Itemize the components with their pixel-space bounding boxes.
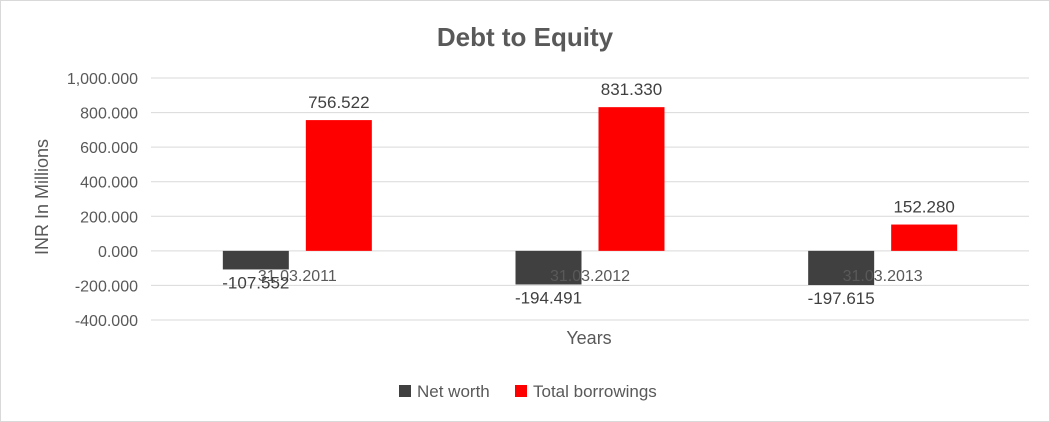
data-label: -194.491 — [515, 288, 582, 307]
y-tick-label: 1,000.000 — [67, 71, 138, 88]
bar-net-worth — [515, 250, 582, 285]
x-tick-label: 31.03.2011 — [258, 268, 337, 285]
y-tick-label: -200.000 — [75, 278, 138, 295]
y-tick-label: 600.000 — [80, 140, 138, 157]
bar-total-borrowings — [598, 107, 665, 251]
x-axis-ticks: 31.03.2011 31.03.2012 31.03.2013 — [258, 268, 923, 285]
data-label: -107.552 — [222, 273, 289, 292]
bar-net-worth — [808, 250, 875, 286]
chart-title: Debt to Equity — [437, 22, 614, 52]
bar-net-worth — [222, 250, 289, 270]
y-axis-title: INR In Millions — [32, 139, 52, 255]
legend-label: Net worth — [417, 382, 490, 401]
bars — [222, 107, 958, 286]
data-label: 756.522 — [308, 93, 369, 112]
gridlines — [151, 77, 1029, 321]
legend: Net worth Total borrowings — [399, 382, 657, 401]
x-tick-label: 31.03.2012 — [550, 268, 630, 285]
legend-swatch — [515, 385, 527, 397]
y-axis-ticks: 1,000.000 800.000 600.000 400.000 200.000 0.0… — [67, 71, 138, 330]
y-tick-label: 0.000 — [98, 244, 138, 261]
bar-total-borrowings — [891, 224, 958, 251]
y-tick-label: -400.000 — [75, 313, 138, 330]
y-tick-label: 800.000 — [80, 106, 138, 123]
data-label: 152.280 — [893, 198, 954, 217]
data-label: 831.330 — [601, 80, 662, 99]
x-axis-title: Years — [566, 328, 611, 348]
bar-total-borrowings — [305, 120, 372, 251]
legend-label: Total borrowings — [533, 382, 657, 401]
y-tick-label: 400.000 — [80, 175, 138, 192]
data-label: -197.615 — [808, 289, 875, 308]
x-tick-label: 31.03.2013 — [843, 268, 923, 285]
y-tick-label: 200.000 — [80, 209, 138, 226]
data-labels: -107.552 756.522 -194.491 831.330 -197.615 15… — [222, 80, 955, 308]
legend-swatch — [399, 385, 411, 397]
